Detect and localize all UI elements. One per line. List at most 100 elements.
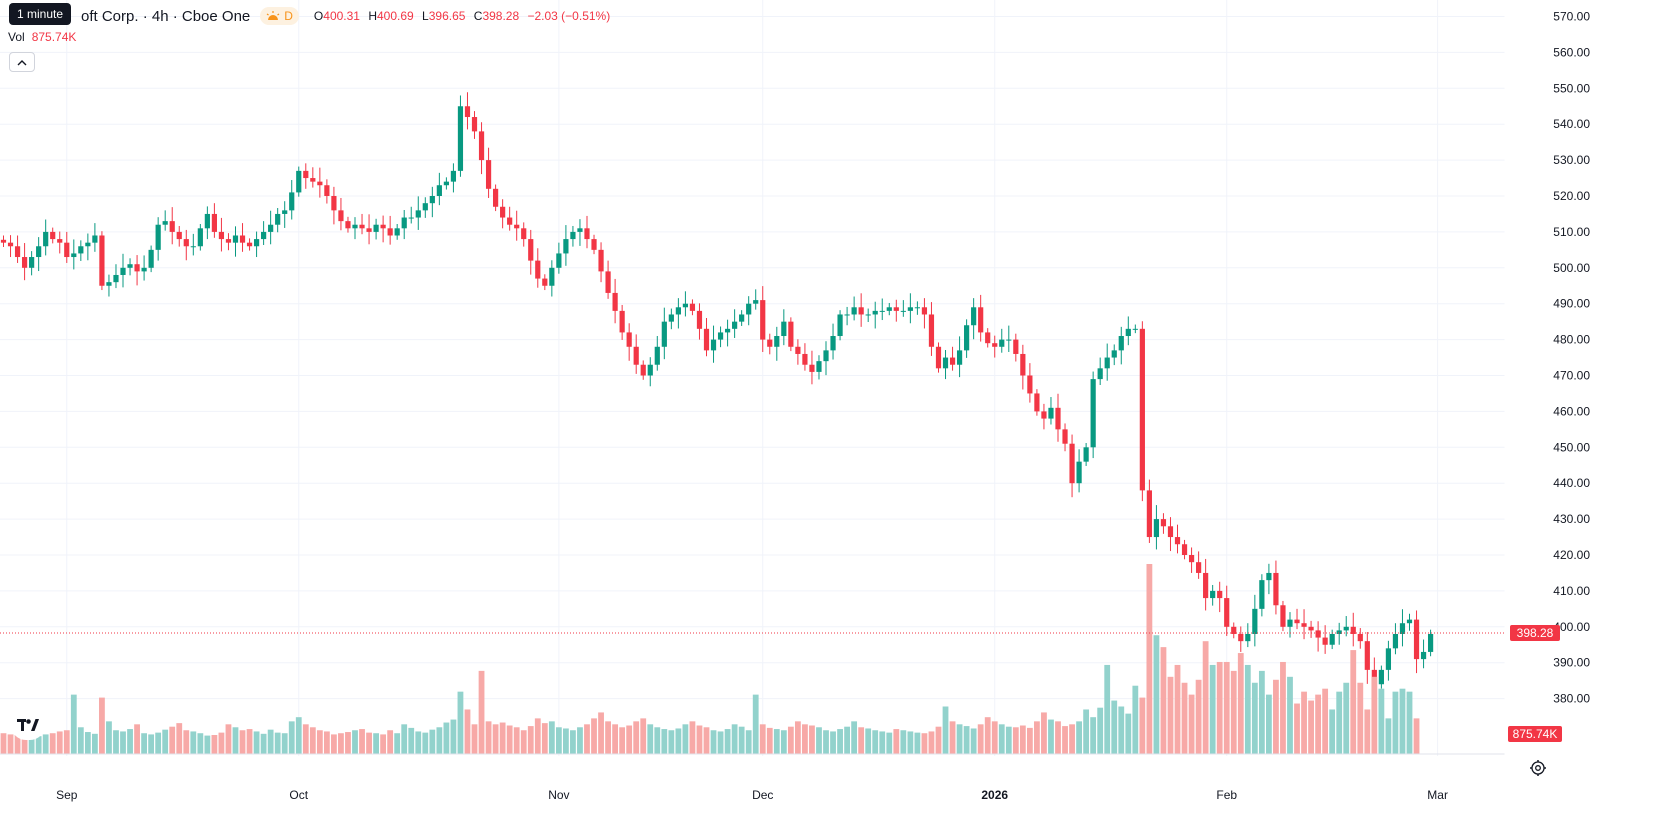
candle-body[interactable] — [633, 346, 639, 365]
candle-body[interactable] — [1069, 443, 1075, 484]
candle-body[interactable] — [1167, 526, 1174, 538]
candle-body[interactable] — [675, 307, 681, 315]
candle-body[interactable] — [99, 235, 105, 286]
candle-body[interactable] — [1062, 429, 1068, 444]
candle-body[interactable] — [261, 231, 267, 240]
candle-body[interactable] — [253, 239, 260, 247]
candle-body[interactable] — [1357, 633, 1363, 642]
candle-body[interactable] — [1013, 339, 1019, 354]
candle-body[interactable] — [865, 314, 871, 316]
candle-body[interactable] — [556, 253, 562, 268]
candle-body[interactable] — [507, 217, 513, 225]
candle-body[interactable] — [661, 321, 667, 347]
candle-body[interactable] — [992, 343, 998, 347]
candle-body[interactable] — [352, 224, 358, 229]
candle-body[interactable] — [1329, 633, 1335, 645]
candle-body[interactable] — [1217, 590, 1223, 599]
candle-body[interactable] — [956, 350, 963, 365]
candle-body[interactable] — [1048, 407, 1054, 419]
candle-body[interactable] — [830, 336, 836, 351]
candle-body[interactable] — [500, 206, 506, 218]
candle-body[interactable] — [528, 239, 534, 261]
candle-body[interactable] — [774, 336, 780, 347]
candle-body[interactable] — [1006, 339, 1012, 341]
candle-body[interactable] — [1420, 651, 1427, 660]
candle-body[interactable] — [134, 264, 140, 272]
candle-body[interactable] — [1104, 357, 1110, 369]
candle-body[interactable] — [1083, 447, 1089, 462]
candle-body[interactable] — [914, 307, 920, 309]
candle-body[interactable] — [739, 314, 745, 322]
candle-body[interactable] — [1427, 633, 1434, 652]
candle-body[interactable] — [176, 231, 182, 240]
candle-body[interactable] — [549, 267, 555, 286]
candle-body[interactable] — [1294, 619, 1300, 624]
candle-body[interactable] — [612, 292, 618, 311]
candle-body[interactable] — [893, 307, 899, 311]
candle-body[interactable] — [542, 278, 548, 286]
candle-body[interactable] — [296, 170, 302, 193]
candle-body[interactable] — [268, 224, 274, 232]
session-badge[interactable]: D — [260, 7, 299, 25]
candle-body[interactable] — [197, 228, 203, 247]
candle-body[interactable] — [521, 228, 527, 240]
candle-body[interactable] — [211, 213, 217, 232]
candle-body[interactable] — [113, 274, 119, 283]
candle-body[interactable] — [837, 314, 843, 337]
candle-body[interactable] — [703, 328, 710, 351]
gear-icon[interactable] — [1529, 759, 1547, 777]
candle-body[interactable] — [999, 339, 1005, 347]
candle-body[interactable] — [1336, 630, 1342, 634]
candle-body[interactable] — [1203, 572, 1209, 599]
candle-body[interactable] — [29, 257, 35, 268]
candle-body[interactable] — [717, 332, 724, 340]
candle-body[interactable] — [802, 353, 808, 365]
candle-body[interactable] — [886, 307, 892, 311]
candle-body[interactable] — [1153, 519, 1160, 538]
candle-body[interactable] — [724, 328, 731, 333]
candle-body[interactable] — [1259, 580, 1265, 609]
candle-body[interactable] — [36, 246, 42, 258]
candle-body[interactable] — [1125, 328, 1131, 337]
candle-body[interactable] — [493, 188, 499, 207]
candle-body[interactable] — [668, 314, 674, 322]
candle-body[interactable] — [1280, 605, 1286, 627]
candle-body[interactable] — [1252, 608, 1258, 634]
candle-body[interactable] — [647, 364, 653, 376]
candle-body[interactable] — [732, 321, 738, 329]
candle-body[interactable] — [478, 131, 485, 161]
candle-body[interactable] — [457, 106, 464, 171]
candle-body[interactable] — [816, 361, 822, 372]
candle-body[interactable] — [1245, 633, 1251, 642]
candle-body[interactable] — [1399, 623, 1406, 634]
candle-body[interactable] — [781, 321, 787, 337]
candle-body[interactable] — [338, 210, 344, 222]
candle-body[interactable] — [851, 307, 857, 315]
candle-body[interactable] — [429, 196, 435, 204]
candle-body[interactable] — [1027, 375, 1033, 394]
candle-body[interactable] — [71, 253, 77, 258]
candle-body[interactable] — [106, 282, 112, 286]
candle-body[interactable] — [746, 303, 752, 315]
candle-body[interactable] — [1266, 572, 1272, 581]
candle-body[interactable] — [570, 231, 576, 240]
candle-body[interactable] — [964, 325, 970, 351]
candle-body[interactable] — [760, 300, 766, 340]
candle-body[interactable] — [0, 239, 7, 243]
candle-body[interactable] — [401, 217, 407, 229]
candle-body[interactable] — [7, 242, 14, 247]
candle-body[interactable] — [317, 181, 323, 186]
candle-body[interactable] — [654, 346, 660, 365]
candle-body[interactable] — [183, 239, 189, 247]
candle-body[interactable] — [1301, 623, 1307, 627]
volume-label[interactable]: Vol — [8, 30, 25, 44]
candle-body[interactable] — [535, 260, 541, 279]
tradingview-logo[interactable] — [11, 710, 45, 740]
candle-body[interactable] — [246, 242, 253, 247]
candle-body[interactable] — [282, 210, 288, 214]
candle-body[interactable] — [872, 310, 878, 315]
candle-body[interactable] — [1392, 633, 1399, 649]
candle-body[interactable] — [985, 332, 991, 344]
candle-body[interactable] — [1181, 544, 1188, 555]
